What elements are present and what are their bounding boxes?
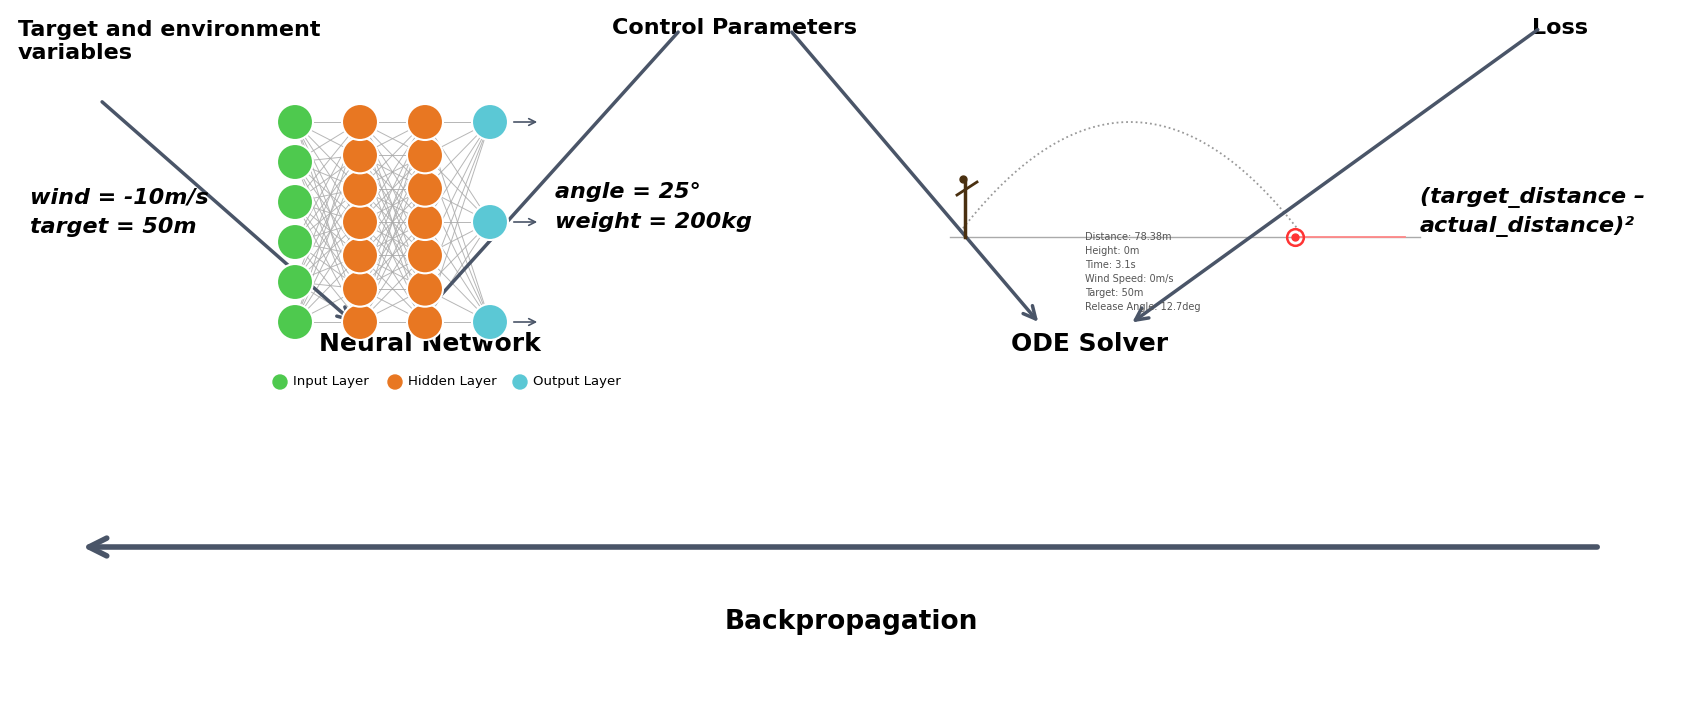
Circle shape	[277, 264, 313, 300]
Text: (target_distance –
actual_distance)²: (target_distance – actual_distance)²	[1419, 187, 1646, 237]
Circle shape	[272, 375, 288, 389]
Text: angle = 25°
weight = 200kg: angle = 25° weight = 200kg	[555, 182, 752, 232]
Text: Distance: 78.38m
Height: 0m
Time: 3.1s
Wind Speed: 0m/s
Target: 50m
Release Angl: Distance: 78.38m Height: 0m Time: 3.1s W…	[1084, 232, 1200, 312]
Circle shape	[342, 271, 378, 307]
Text: Hidden Layer: Hidden Layer	[408, 375, 497, 388]
Circle shape	[277, 144, 313, 180]
Circle shape	[342, 170, 378, 206]
Circle shape	[388, 375, 402, 389]
Text: Neural Network: Neural Network	[320, 332, 541, 356]
Circle shape	[407, 271, 443, 307]
Text: Output Layer: Output Layer	[533, 375, 621, 388]
Circle shape	[342, 137, 378, 173]
Circle shape	[342, 238, 378, 274]
Circle shape	[471, 204, 507, 240]
Circle shape	[471, 304, 507, 340]
Text: Input Layer: Input Layer	[293, 375, 369, 388]
Circle shape	[407, 170, 443, 206]
Circle shape	[342, 104, 378, 140]
Circle shape	[277, 304, 313, 340]
Text: wind = -10m/s
target = 50m: wind = -10m/s target = 50m	[31, 187, 209, 237]
Circle shape	[342, 204, 378, 240]
Text: Loss: Loss	[1532, 18, 1588, 38]
Text: Target and environment
variables: Target and environment variables	[19, 20, 320, 64]
Circle shape	[277, 184, 313, 220]
Circle shape	[407, 104, 443, 140]
Text: Control Parameters: Control Parameters	[613, 18, 858, 38]
Circle shape	[277, 224, 313, 260]
Circle shape	[512, 375, 528, 389]
Circle shape	[407, 238, 443, 274]
Circle shape	[407, 137, 443, 173]
Circle shape	[342, 304, 378, 340]
Circle shape	[471, 104, 507, 140]
Text: Backpropagation: Backpropagation	[725, 609, 977, 635]
Circle shape	[277, 104, 313, 140]
Text: ODE Solver: ODE Solver	[1011, 332, 1169, 356]
Circle shape	[407, 204, 443, 240]
Circle shape	[407, 304, 443, 340]
